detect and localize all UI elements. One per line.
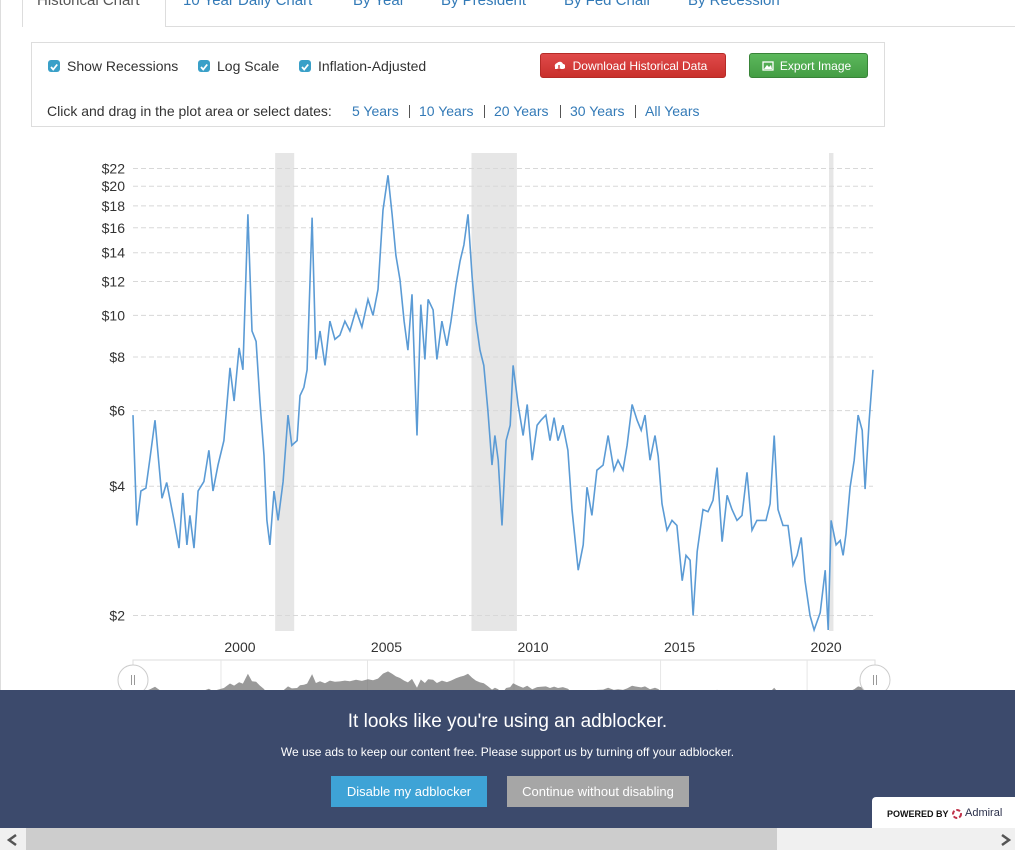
tab[interactable]: By President <box>441 0 527 9</box>
admiral-badge: POWERED BY Admiral <box>872 797 1015 828</box>
active-tab-frame <box>22 0 166 27</box>
checkbox-label[interactable]: Show Recessions <box>67 58 179 74</box>
page-border <box>0 0 1 690</box>
recession-band <box>471 153 517 631</box>
export-button[interactable]: Export Image <box>749 53 868 78</box>
check-mark <box>50 63 58 71</box>
check-mark <box>200 63 208 71</box>
separator <box>409 105 410 118</box>
tab[interactable]: By Fed Chair <box>564 0 652 9</box>
y-tick-label: $18 <box>102 198 126 214</box>
tab-bar-line <box>165 26 1015 27</box>
y-tick-label: $16 <box>102 220 126 236</box>
price-line <box>132 175 874 633</box>
date-link[interactable]: 30 Years <box>570 103 625 119</box>
date-prompt: Click and drag in the plot area or selec… <box>47 103 332 119</box>
navigator-area <box>133 671 873 690</box>
check-mark <box>301 63 309 71</box>
y-tick-label: $14 <box>102 245 126 261</box>
badge-text: POWERED BY <box>887 809 949 819</box>
x-tick-label: 2015 <box>664 639 695 655</box>
adblock-message: We use ads to keep our content free. Ple… <box>280 745 735 759</box>
y-tick-label: $2 <box>109 607 125 623</box>
controls-box <box>31 42 885 127</box>
x-tick-label: 2020 <box>811 639 842 655</box>
y-tick-label: $22 <box>102 160 126 176</box>
y-tick-label: $12 <box>102 273 126 289</box>
checkbox-label[interactable]: Inflation-Adjusted <box>318 58 427 74</box>
adblock-title: It looks like you're using an adblocker. <box>347 711 668 732</box>
checkbox-label[interactable]: Log Scale <box>217 58 280 74</box>
date-link[interactable]: 5 Years <box>352 103 399 119</box>
separator <box>560 105 561 118</box>
y-tick-label: $10 <box>102 307 126 323</box>
y-tick-label: $4 <box>109 478 125 494</box>
navigator-handle[interactable] <box>859 664 891 690</box>
checkbox[interactable] <box>299 60 311 72</box>
separator <box>635 105 636 118</box>
tab[interactable]: By Recession <box>688 0 780 9</box>
tab[interactable]: Historical Chart <box>37 0 140 9</box>
admiral-logo <box>952 809 962 819</box>
date-link[interactable]: 20 Years <box>494 103 549 119</box>
download-button[interactable]: Download Historical Data <box>540 53 726 78</box>
x-tick-label: 2005 <box>371 639 402 655</box>
checkbox[interactable] <box>198 60 210 72</box>
badge-brand: Admiral <box>965 807 1003 819</box>
tab[interactable]: By Year <box>353 0 405 9</box>
recession-band <box>829 153 834 631</box>
button-icon <box>762 61 774 71</box>
scrollbar[interactable] <box>0 828 1015 850</box>
date-link[interactable]: 10 Years <box>419 103 474 119</box>
handle-grip <box>131 675 135 685</box>
continue-button[interactable]: Continue without disabling <box>507 776 689 807</box>
x-tick-label: 2010 <box>517 639 548 655</box>
recession-band <box>275 153 295 631</box>
x-tick-label: 2000 <box>224 639 255 655</box>
y-tick-label: $8 <box>109 349 125 365</box>
tab[interactable]: 10 Year Daily Chart <box>183 0 313 9</box>
button-icon <box>554 61 565 72</box>
scrollbar-thumb[interactable] <box>26 828 777 850</box>
separator <box>484 105 485 118</box>
checkbox[interactable] <box>48 60 60 72</box>
date-link[interactable]: All Years <box>645 103 700 119</box>
navigator-handle[interactable] <box>117 664 149 690</box>
chart: $2 $4 $6 $8 $10 $12 $14 $16 $18 $20 $22 2000 2005 201… <box>102 153 891 690</box>
handle-grip <box>873 675 877 685</box>
y-tick-label: $6 <box>109 403 125 419</box>
scroll-arrows[interactable] <box>0 828 1015 850</box>
y-tick-label: $20 <box>102 178 126 194</box>
disable-button[interactable]: Disable my adblocker <box>331 776 487 807</box>
